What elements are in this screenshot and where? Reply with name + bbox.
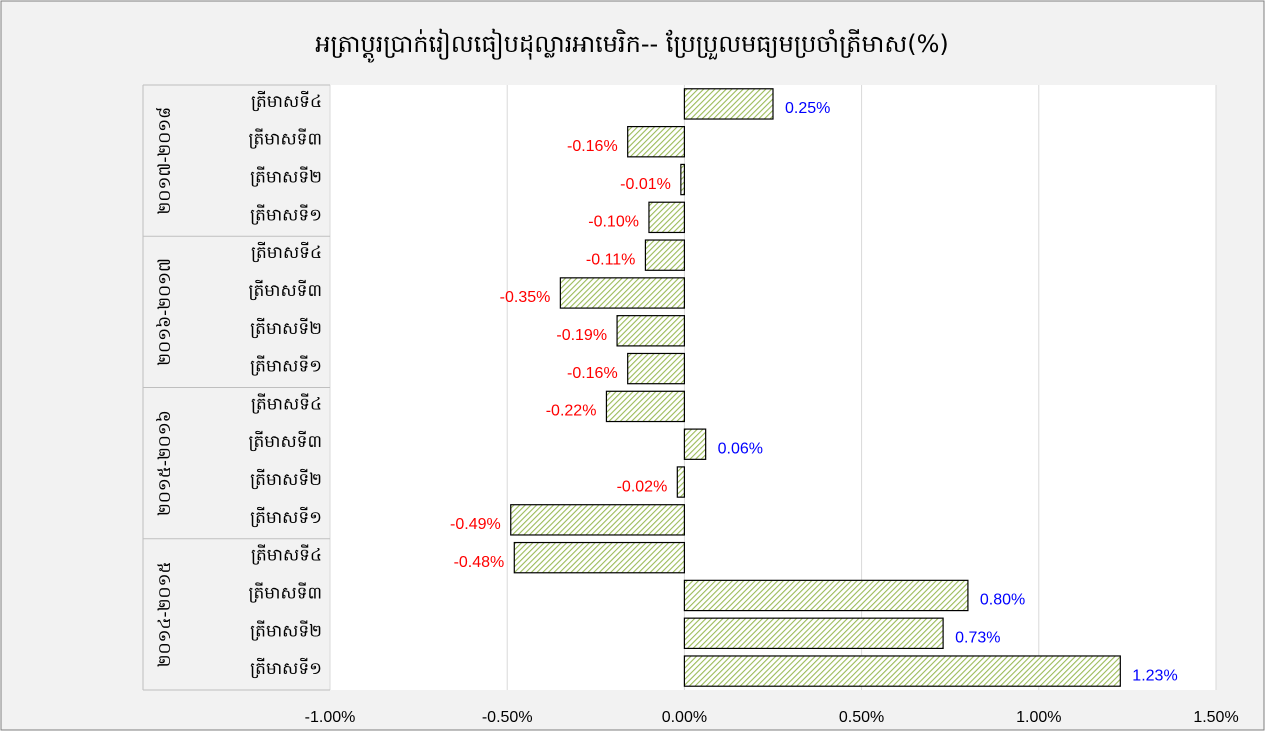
group-label: ២០១៤-២០១៥ <box>155 562 175 668</box>
y-tick-label: ត្រីមាសទី១ <box>250 355 322 377</box>
bar <box>683 617 944 650</box>
bar <box>513 541 686 574</box>
x-tick-label: -1.00% <box>305 709 356 726</box>
data-label: 0.06% <box>718 440 763 457</box>
y-tick-label: ត្រីមាសទី១ <box>250 203 322 225</box>
bar <box>510 504 685 536</box>
bar <box>680 163 686 196</box>
y-tick-label: ត្រីមាសទី៣ <box>248 581 322 603</box>
bar <box>627 125 685 158</box>
y-tick-label: ត្រីមាសទី៣ <box>248 430 322 452</box>
data-label: -0.48% <box>454 554 505 571</box>
group-label: ២០១៧-២០១៨ <box>155 107 175 215</box>
data-label: -0.16% <box>567 138 618 155</box>
x-tick-label: 1.00% <box>1016 709 1061 726</box>
x-tick-label: 0.50% <box>839 709 884 726</box>
data-label: -0.19% <box>556 327 607 344</box>
bar <box>559 277 685 309</box>
bar <box>683 579 969 612</box>
bar <box>683 655 1121 687</box>
data-label: -0.01% <box>620 176 671 193</box>
data-label: -0.16% <box>567 365 618 382</box>
data-label: -0.11% <box>586 251 636 268</box>
data-label: -0.10% <box>588 214 639 231</box>
data-label: -0.02% <box>617 478 668 495</box>
y-tick-label: ត្រីមាសទី២ <box>250 317 322 339</box>
y-tick-label: ត្រីមាសទី១ <box>250 657 322 679</box>
bar <box>683 428 707 460</box>
y-tick-label: ត្រីមាសទី៤ <box>251 90 322 112</box>
bar <box>676 466 686 498</box>
data-label: -0.49% <box>450 516 501 533</box>
data-label: 1.23% <box>1132 667 1177 684</box>
y-tick-label: ត្រីមាសទី៣ <box>248 128 322 150</box>
group-label: ២០១៦-២០១៧ <box>155 258 175 366</box>
data-label: -0.22% <box>546 403 597 420</box>
data-label: 0.80% <box>980 592 1025 609</box>
x-tick-label: 0.00% <box>662 709 707 726</box>
y-tick-label: ត្រីមាសទី២ <box>250 166 322 188</box>
x-tick-label: -0.50% <box>482 709 533 726</box>
data-label: -0.35% <box>500 289 551 306</box>
data-label: 0.73% <box>955 630 1000 647</box>
group-label: ២០១៥-២០១៦ <box>155 410 175 516</box>
y-tick-label: ត្រីមាសទី២ <box>250 468 322 490</box>
bar <box>605 390 686 423</box>
y-tick-label: ត្រីមាសទី១ <box>250 506 322 528</box>
x-tick-label: 1.50% <box>1193 709 1238 726</box>
bar <box>648 201 686 234</box>
y-tick-label: ត្រីមាសទី៣ <box>248 279 322 301</box>
y-tick-label: ត្រីមាសទី៤ <box>251 544 322 566</box>
bar <box>616 315 686 347</box>
y-tick-label: ត្រីមាសទី២ <box>250 619 322 641</box>
bar <box>627 352 685 385</box>
chart-title: អត្រាប្តូរប្រាក់រៀលធៀបដុល្លារអាមេរិក-- ប… <box>315 28 949 63</box>
y-tick-label: ត្រីមាសទី៤ <box>251 392 322 414</box>
bar <box>644 239 686 271</box>
y-tick-label: ត្រីមាសទី៤ <box>251 241 322 263</box>
bar <box>683 88 774 120</box>
data-label: 0.25% <box>785 100 830 117</box>
